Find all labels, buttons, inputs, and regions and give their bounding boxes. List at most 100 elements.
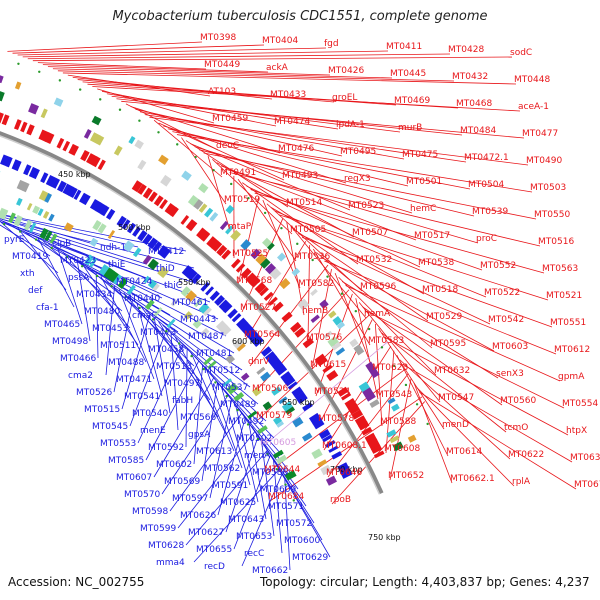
forward-gene-label: MT0563 (542, 264, 578, 274)
feature-block (13, 214, 23, 227)
forward-gene-label: MT0595 (430, 339, 466, 349)
genome-stats: Topology: circular; Length: 4,403,837 bp… (260, 575, 590, 589)
forward-gene-label: MT0543 (376, 390, 412, 400)
reverse-gene-label: clpB (52, 239, 71, 249)
feature-block (28, 103, 39, 115)
feature-block (240, 267, 252, 279)
feature-block (250, 248, 261, 260)
feature-block (192, 319, 202, 329)
feature-block (225, 225, 234, 235)
feature-block (337, 386, 349, 397)
reverse-leader-line (42, 240, 123, 312)
feature-block (159, 199, 168, 210)
reverse-leader-line (161, 394, 229, 495)
forward-gene-label: MT0644 (264, 465, 300, 475)
feature-block (22, 182, 30, 193)
forward-leader-line (334, 273, 375, 373)
marker-dot (367, 327, 371, 331)
feature-block (320, 464, 332, 476)
reverse-gene-label: MT0513 (156, 362, 192, 372)
forward-gene-label: MT0529 (426, 312, 462, 322)
feature-block (310, 314, 320, 323)
feature-block (117, 277, 128, 289)
feature-block (322, 364, 333, 374)
reverse-gene-label: MT0419 (12, 252, 48, 262)
feature-block (185, 290, 197, 303)
reverse-leader-line (276, 464, 331, 558)
feature-block (37, 208, 44, 216)
forward-gene-label: MT0398 (200, 33, 236, 43)
feature-block (180, 286, 191, 297)
forward-gene-label: MT0560 (500, 396, 536, 406)
reverse-leader-line (185, 348, 188, 448)
feature-block (263, 291, 274, 302)
feature-block (98, 264, 111, 277)
feature-block (11, 159, 22, 172)
forward-leader-line (266, 203, 363, 292)
feature-block (287, 381, 298, 390)
feature-block (284, 470, 297, 481)
forward-gene-label: MT0491 (220, 168, 256, 178)
feature-block (1, 114, 10, 126)
reverse-gene-label: recC (244, 549, 264, 559)
reverse-leader-line (7, 223, 155, 282)
reverse-gene-label: menA (244, 451, 271, 461)
feature-block (277, 252, 287, 262)
reverse-gene-label: MT0553 (100, 439, 136, 449)
reverse-gene-label: xth (20, 269, 35, 279)
kbp-tick-label: 750 kbp (368, 533, 401, 542)
forward-leader-line (402, 363, 573, 463)
feature-block (389, 435, 400, 444)
forward-gene-label: MT0568 (236, 276, 272, 286)
feature-block (116, 215, 127, 228)
forward-leader-line (121, 100, 525, 139)
feature-block (310, 288, 318, 296)
forward-gene-label: MT0522 (484, 288, 520, 298)
forward-leader-line (32, 56, 513, 62)
feature-block (218, 299, 232, 312)
forward-gene-label: MT0547 (438, 393, 474, 403)
feature-block (297, 298, 310, 311)
forward-gene-label: MT0623 (372, 363, 408, 373)
feature-block (281, 401, 294, 413)
marker-dot (138, 306, 141, 310)
forward-gene-label: MT0622 (508, 450, 544, 460)
reverse-gene-label: MT0629 (292, 553, 328, 563)
feature-block (291, 386, 304, 398)
reverse-leader-line (137, 344, 184, 444)
feature-block (221, 249, 232, 260)
feature-block (387, 397, 396, 405)
marker-dot (247, 196, 250, 200)
feature-block (331, 341, 342, 351)
reverse-leader-line (238, 408, 307, 507)
feature-block (160, 174, 172, 187)
forward-leader-line (257, 315, 370, 421)
feature-block (112, 274, 122, 285)
reverse-leader-line (32, 235, 211, 303)
marker-dot (58, 79, 62, 82)
forward-gene-label: MT0538 (418, 258, 454, 268)
forward-leader-line (37, 62, 207, 70)
forward-gene-label: MT0578 (318, 414, 354, 424)
reverse-gene-label: thiD (156, 264, 175, 274)
feature-block (194, 298, 203, 308)
reverse-leader-line (273, 459, 283, 554)
forward-leader-line (316, 252, 433, 349)
feature-block (107, 229, 116, 240)
marker-dot (38, 70, 41, 73)
feature-block (222, 378, 232, 387)
feature-block (28, 166, 40, 180)
forward-gene-label: MT0404 (262, 36, 298, 46)
forward-gene-label: menD (442, 420, 469, 430)
feature-block (29, 222, 37, 233)
kbp-tick-label: 450 kbp (58, 170, 91, 179)
forward-leader-line (144, 114, 467, 163)
forward-gene-label: MT0475 (402, 150, 438, 160)
forward-leader-line (384, 336, 569, 436)
forward-gene-label: rplA (512, 477, 531, 487)
forward-gene-label: MT0550 (534, 210, 570, 220)
reverse-gene-label: MT0627 (188, 528, 224, 538)
reverse-leader-line (225, 435, 259, 533)
feature-block (205, 286, 215, 296)
